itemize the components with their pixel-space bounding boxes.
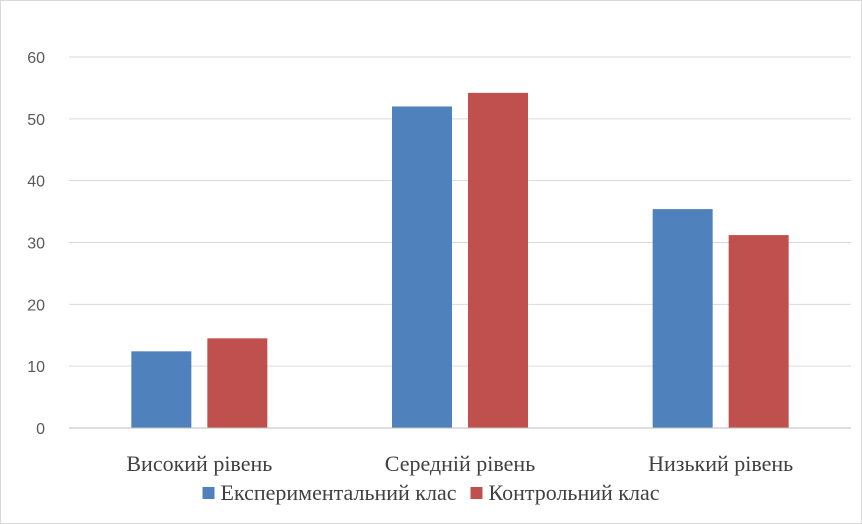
x-tick-label: Високий рівень: [126, 451, 272, 476]
legend-swatch: [470, 487, 483, 499]
y-axis: 0 10 20 30 40 50 60: [27, 50, 45, 438]
bars: [131, 92, 789, 428]
y-tick-label: 50: [27, 112, 45, 129]
legend-swatch: [202, 487, 215, 499]
x-tick-label: Середній рівень: [385, 451, 535, 476]
gridlines: [69, 56, 851, 367]
bar: [392, 106, 452, 428]
y-tick-label: 20: [27, 297, 45, 314]
y-tick-label: 40: [27, 174, 45, 191]
legend-label: Експериментальний клас: [221, 480, 457, 505]
bar: [728, 235, 789, 428]
bar: [131, 351, 192, 428]
bar: [652, 209, 713, 428]
y-tick-label: 60: [27, 50, 45, 67]
x-axis: Високий рівень Середній рівень Низький рів…: [69, 427, 851, 476]
x-tick-label: Низький рівень: [648, 451, 793, 476]
bar: [207, 338, 268, 428]
legend: Експериментальний клас Контрольний клас: [202, 480, 660, 505]
bar: [468, 92, 528, 428]
legend-label: Контрольний клас: [489, 480, 660, 505]
y-tick-label: 30: [27, 236, 45, 253]
y-tick-label: 0: [36, 421, 45, 438]
y-tick-label: 10: [27, 359, 45, 376]
